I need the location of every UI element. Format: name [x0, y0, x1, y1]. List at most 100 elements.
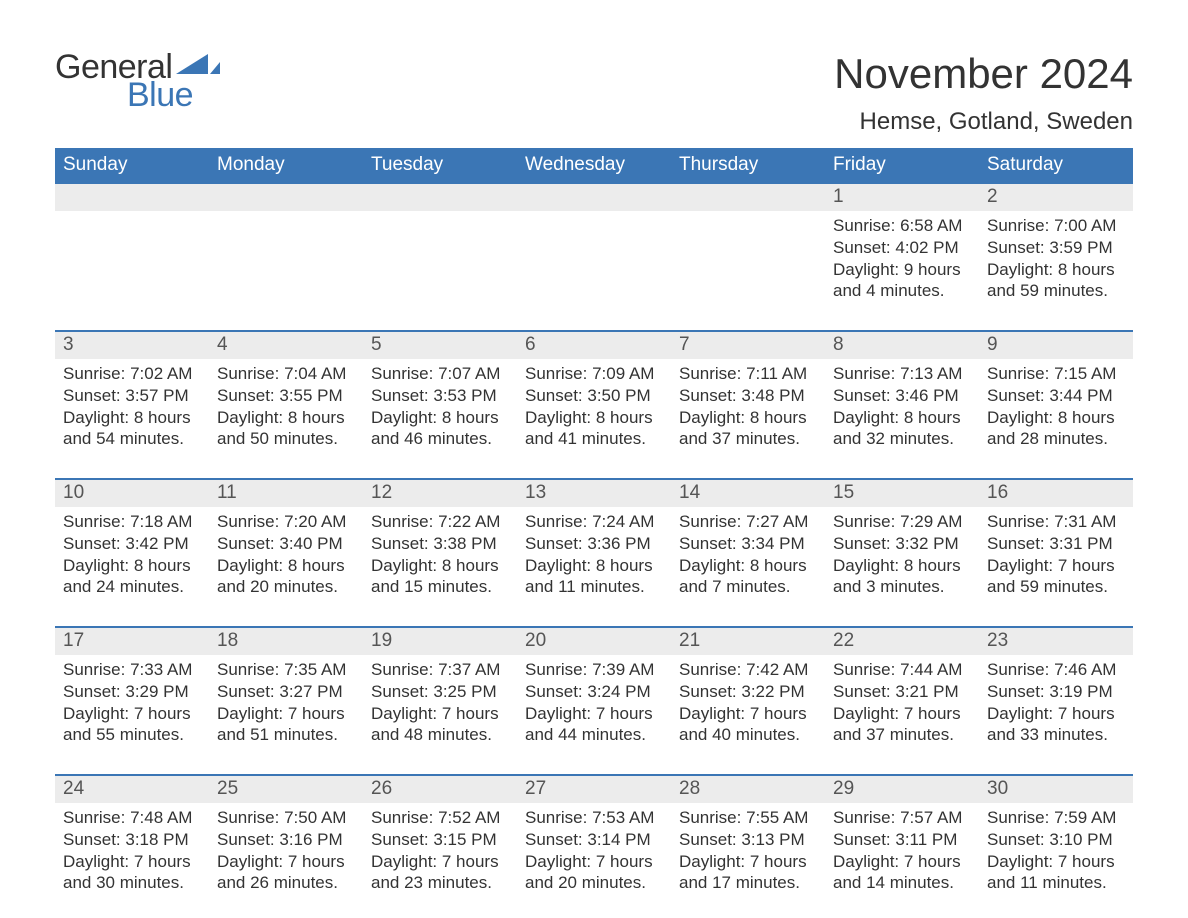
sunset-line: Sunset: 3:38 PM — [371, 533, 509, 555]
sunrise-line: Sunrise: 7:11 AM — [679, 363, 817, 385]
day-detail-cell — [363, 211, 517, 331]
day-detail-row: Sunrise: 7:33 AMSunset: 3:29 PMDaylight:… — [55, 655, 1133, 775]
day-detail-cell: Sunrise: 7:02 AMSunset: 3:57 PMDaylight:… — [55, 359, 209, 479]
sunrise-line: Sunrise: 7:59 AM — [987, 807, 1125, 829]
page-subtitle: Hemse, Gotland, Sweden — [834, 108, 1133, 136]
logo-triangle-icon — [176, 52, 220, 78]
day-detail-row: Sunrise: 7:48 AMSunset: 3:18 PMDaylight:… — [55, 803, 1133, 902]
day-number-row: 17181920212223 — [55, 627, 1133, 655]
daylight-line-1: Daylight: 8 hours — [217, 555, 355, 577]
sunrise-line: Sunrise: 7:55 AM — [679, 807, 817, 829]
col-header: Friday — [825, 148, 979, 183]
daylight-line-2: and 54 minutes. — [63, 428, 201, 450]
daylight-line-1: Daylight: 8 hours — [679, 407, 817, 429]
day-number-cell: 7 — [671, 331, 825, 359]
day-detail-cell: Sunrise: 7:18 AMSunset: 3:42 PMDaylight:… — [55, 507, 209, 627]
sunset-line: Sunset: 3:55 PM — [217, 385, 355, 407]
sunset-line: Sunset: 3:34 PM — [679, 533, 817, 555]
day-detail-cell: Sunrise: 7:13 AMSunset: 3:46 PMDaylight:… — [825, 359, 979, 479]
daylight-line-1: Daylight: 8 hours — [987, 259, 1125, 281]
day-detail-cell: Sunrise: 7:04 AMSunset: 3:55 PMDaylight:… — [209, 359, 363, 479]
daylight-line-1: Daylight: 7 hours — [63, 703, 201, 725]
col-header: Monday — [209, 148, 363, 183]
day-number-cell: 6 — [517, 331, 671, 359]
day-number-cell: 25 — [209, 775, 363, 803]
day-detail-row: Sunrise: 7:02 AMSunset: 3:57 PMDaylight:… — [55, 359, 1133, 479]
daylight-line-2: and 41 minutes. — [525, 428, 663, 450]
day-number-cell: 18 — [209, 627, 363, 655]
day-detail-cell: Sunrise: 7:39 AMSunset: 3:24 PMDaylight:… — [517, 655, 671, 775]
daylight-line-1: Daylight: 8 hours — [525, 555, 663, 577]
sunset-line: Sunset: 3:32 PM — [833, 533, 971, 555]
calendar-header-row: Sunday Monday Tuesday Wednesday Thursday… — [55, 148, 1133, 183]
sunrise-line: Sunrise: 7:13 AM — [833, 363, 971, 385]
sunset-line: Sunset: 3:22 PM — [679, 681, 817, 703]
daylight-line-1: Daylight: 8 hours — [679, 555, 817, 577]
sunset-line: Sunset: 3:36 PM — [525, 533, 663, 555]
sunset-line: Sunset: 3:44 PM — [987, 385, 1125, 407]
day-number-cell — [363, 183, 517, 211]
sunrise-line: Sunrise: 7:31 AM — [987, 511, 1125, 533]
col-header: Saturday — [979, 148, 1133, 183]
sunset-line: Sunset: 3:53 PM — [371, 385, 509, 407]
day-number-row: 10111213141516 — [55, 479, 1133, 507]
col-header: Thursday — [671, 148, 825, 183]
daylight-line-2: and 30 minutes. — [63, 872, 201, 894]
day-number-cell: 11 — [209, 479, 363, 507]
title-block: November 2024 Hemse, Gotland, Sweden — [834, 50, 1133, 136]
daylight-line-1: Daylight: 8 hours — [833, 555, 971, 577]
daylight-line-2: and 3 minutes. — [833, 576, 971, 598]
daylight-line-2: and 37 minutes. — [679, 428, 817, 450]
sunrise-line: Sunrise: 6:58 AM — [833, 215, 971, 237]
sunset-line: Sunset: 3:18 PM — [63, 829, 201, 851]
day-detail-cell: Sunrise: 7:09 AMSunset: 3:50 PMDaylight:… — [517, 359, 671, 479]
page-title: November 2024 — [834, 50, 1133, 98]
daylight-line-1: Daylight: 7 hours — [833, 703, 971, 725]
day-detail-cell — [517, 211, 671, 331]
daylight-line-1: Daylight: 8 hours — [217, 407, 355, 429]
daylight-line-2: and 14 minutes. — [833, 872, 971, 894]
sunrise-line: Sunrise: 7:46 AM — [987, 659, 1125, 681]
day-number-cell — [209, 183, 363, 211]
sunset-line: Sunset: 3:42 PM — [63, 533, 201, 555]
daylight-line-1: Daylight: 7 hours — [525, 703, 663, 725]
daylight-line-2: and 50 minutes. — [217, 428, 355, 450]
sunrise-line: Sunrise: 7:39 AM — [525, 659, 663, 681]
day-detail-cell: Sunrise: 7:42 AMSunset: 3:22 PMDaylight:… — [671, 655, 825, 775]
day-detail-cell: Sunrise: 7:07 AMSunset: 3:53 PMDaylight:… — [363, 359, 517, 479]
daylight-line-2: and 28 minutes. — [987, 428, 1125, 450]
sunrise-line: Sunrise: 7:57 AM — [833, 807, 971, 829]
daylight-line-2: and 37 minutes. — [833, 724, 971, 746]
day-detail-row: Sunrise: 7:18 AMSunset: 3:42 PMDaylight:… — [55, 507, 1133, 627]
calendar-table: Sunday Monday Tuesday Wednesday Thursday… — [55, 148, 1133, 902]
daylight-line-1: Daylight: 8 hours — [63, 555, 201, 577]
sunset-line: Sunset: 3:57 PM — [63, 385, 201, 407]
daylight-line-1: Daylight: 7 hours — [525, 851, 663, 873]
daylight-line-2: and 26 minutes. — [217, 872, 355, 894]
sunrise-line: Sunrise: 7:50 AM — [217, 807, 355, 829]
day-detail-row: Sunrise: 6:58 AMSunset: 4:02 PMDaylight:… — [55, 211, 1133, 331]
sunset-line: Sunset: 3:31 PM — [987, 533, 1125, 555]
sunset-line: Sunset: 3:19 PM — [987, 681, 1125, 703]
sunrise-line: Sunrise: 7:22 AM — [371, 511, 509, 533]
day-detail-cell: Sunrise: 7:15 AMSunset: 3:44 PMDaylight:… — [979, 359, 1133, 479]
daylight-line-2: and 59 minutes. — [987, 280, 1125, 302]
sunrise-line: Sunrise: 7:29 AM — [833, 511, 971, 533]
sunset-line: Sunset: 3:48 PM — [679, 385, 817, 407]
header: General Blue November 2024 Hemse, Gotlan… — [55, 50, 1133, 136]
day-number-cell: 22 — [825, 627, 979, 655]
day-number-cell: 27 — [517, 775, 671, 803]
daylight-line-2: and 51 minutes. — [217, 724, 355, 746]
day-number-cell: 30 — [979, 775, 1133, 803]
sunrise-line: Sunrise: 7:24 AM — [525, 511, 663, 533]
day-detail-cell: Sunrise: 7:50 AMSunset: 3:16 PMDaylight:… — [209, 803, 363, 902]
daylight-line-1: Daylight: 7 hours — [987, 703, 1125, 725]
day-number-cell: 2 — [979, 183, 1133, 211]
day-number-cell: 15 — [825, 479, 979, 507]
sunrise-line: Sunrise: 7:42 AM — [679, 659, 817, 681]
daylight-line-2: and 32 minutes. — [833, 428, 971, 450]
sunrise-line: Sunrise: 7:07 AM — [371, 363, 509, 385]
sunset-line: Sunset: 3:16 PM — [217, 829, 355, 851]
daylight-line-1: Daylight: 8 hours — [987, 407, 1125, 429]
sunset-line: Sunset: 3:10 PM — [987, 829, 1125, 851]
